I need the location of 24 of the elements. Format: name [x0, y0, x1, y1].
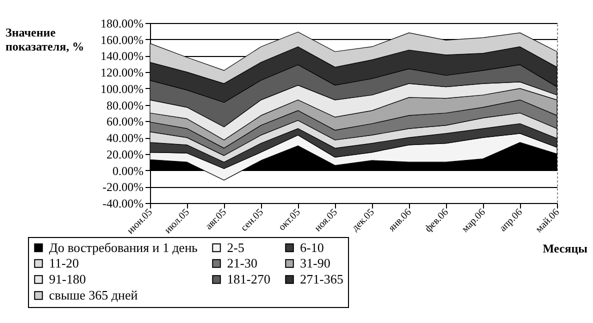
y-tick-label: 120.00%	[100, 66, 144, 80]
legend-label: 181-270	[227, 272, 270, 286]
y-tick-label: 80.00%	[106, 98, 144, 112]
y-tick-label: 60.00%	[106, 114, 144, 129]
legend-label: До востребования и 1 день	[49, 240, 198, 255]
legend-label: 11-20	[49, 256, 79, 270]
legend-label: 31-90	[300, 256, 330, 270]
y-tick-label: -20.00%	[102, 180, 144, 194]
y-tick-label: 100.00%	[100, 82, 144, 96]
legend-label: 21-30	[227, 256, 258, 270]
y-axis-title: Значение показателя, %	[6, 26, 84, 54]
legend-label: 91-180	[49, 272, 86, 286]
y-tick-label: -40.00%	[102, 196, 144, 210]
x-axis-title: Месяцы	[542, 242, 588, 256]
legend-label: 2-5	[227, 240, 244, 255]
y-tick-label: 180.00%	[100, 16, 144, 30]
y-tick-label: 40.00%	[106, 131, 144, 146]
legend-label: 271-365	[300, 272, 344, 286]
legend-label: 6-10	[300, 240, 324, 255]
y-tick-label: 0.00%	[112, 164, 144, 178]
y-tick-label: 140.00%	[100, 49, 144, 64]
y-tick-label: 160.00%	[100, 32, 144, 47]
legend-label: свыше 365 дней	[49, 288, 138, 302]
y-tick-label: 20.00%	[106, 147, 144, 162]
